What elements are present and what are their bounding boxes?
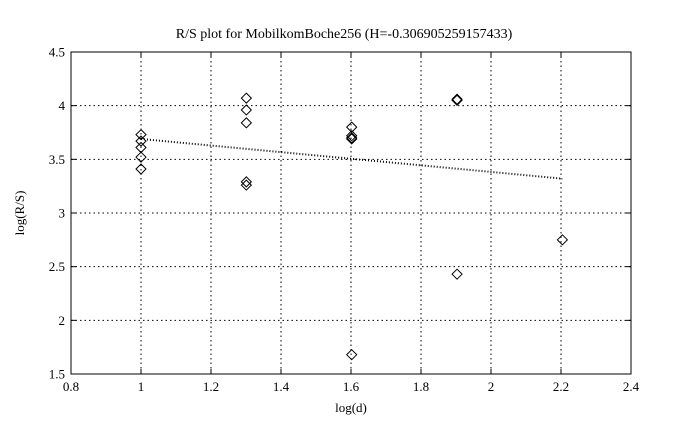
- data-point-diamond: [240, 117, 253, 129]
- axis-ticks: 0.8 1 1.2 1.4 1.6 1.8 2 2.2 2.4 1.5 2 2.5 3 3.5 4 4.5: [49, 45, 640, 395]
- y-tick-label: 3: [59, 206, 66, 221]
- chart-title: R/S plot for MobilkomBoche256 (H=-0.3069…: [176, 27, 513, 42]
- data-point-diamond: [451, 93, 463, 105]
- data-point-diamond: [135, 163, 147, 175]
- x-tick-label: 1: [138, 379, 145, 394]
- data-point-diamond: [345, 348, 358, 361]
- x-tick-label: 2.2: [553, 379, 569, 394]
- data-point-diamond: [556, 234, 569, 246]
- y-axis-label: log(R/S): [12, 191, 27, 236]
- data-point-diamond: [240, 104, 253, 116]
- data-point-diamond: [451, 94, 463, 107]
- data-point-diamond: [345, 133, 358, 145]
- y-tick-label: 1.5: [49, 367, 65, 382]
- data-point-diamond: [240, 92, 253, 104]
- x-tick-label: 1.6: [343, 379, 360, 394]
- data-point-diamond: [345, 121, 358, 133]
- data-point-diamond: [240, 176, 253, 188]
- y-tick-label: 3.5: [49, 152, 65, 167]
- data-point-diamond: [135, 135, 147, 147]
- x-tick-label: 2.4: [623, 379, 640, 394]
- x-tick-label: 1.8: [413, 379, 429, 394]
- data-points: [135, 92, 569, 361]
- data-point-diamond: [345, 130, 358, 142]
- y-tick-label: 2.5: [49, 259, 65, 274]
- data-point-diamond: [451, 268, 463, 280]
- x-tick-label: 2: [488, 379, 495, 394]
- data-point-diamond: [345, 132, 358, 144]
- x-tick-label: 1.2: [203, 379, 219, 394]
- x-axis-label: log(d): [335, 400, 367, 415]
- data-point-diamond: [135, 128, 147, 141]
- y-tick-label: 4: [59, 98, 66, 113]
- y-tick-label: 4.5: [49, 45, 65, 60]
- y-tick-label: 2: [59, 313, 66, 328]
- data-point-diamond: [135, 151, 147, 163]
- x-tick-label: 1.4: [273, 379, 290, 394]
- x-tick-label: 0.8: [63, 379, 79, 394]
- data-point-diamond: [240, 179, 253, 191]
